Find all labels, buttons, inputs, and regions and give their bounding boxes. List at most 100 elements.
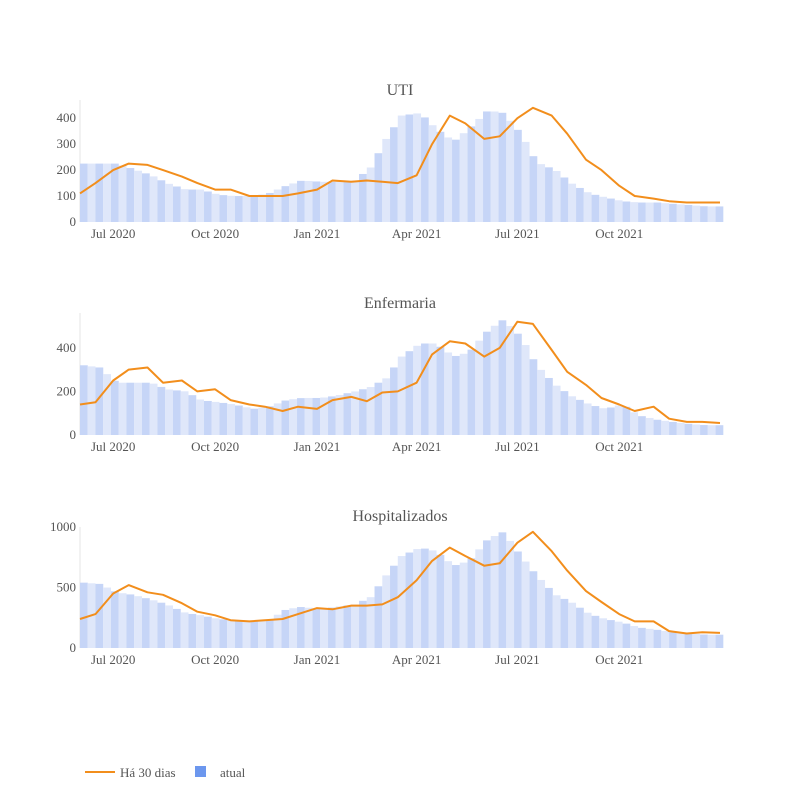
bar [219,402,228,435]
bar [622,623,631,648]
bar [304,607,313,648]
bar [676,632,685,648]
x-tick-label: Oct 2020 [191,226,239,241]
bar [498,532,507,648]
bar [630,202,639,222]
bar [118,593,127,648]
bar [359,389,367,435]
bar [560,598,569,648]
bar [258,620,267,648]
x-tick-label: Jan 2021 [294,226,341,241]
bar [87,366,96,435]
bar [126,382,135,435]
bar [235,196,243,222]
bar [521,141,530,222]
bar [669,203,677,222]
bar [498,320,507,435]
bar [359,173,367,222]
bar [165,183,174,222]
bar [289,399,298,435]
bar [436,346,445,435]
bar [87,163,96,222]
bar [607,198,615,222]
bar [405,552,414,648]
bar [289,183,298,222]
bar [545,377,553,435]
subplot-title: Enfermaria [364,295,436,312]
bar [157,180,166,222]
bar [514,333,522,435]
bar [335,181,344,222]
bar [188,189,197,222]
bar [297,607,305,648]
bar [374,586,383,648]
bar [459,562,468,648]
bar [80,163,88,222]
bar [529,571,538,648]
bar [204,191,212,222]
x-tick-label: Jul 2020 [91,226,135,241]
bar [444,352,453,435]
bar [614,405,623,435]
bar [95,583,104,648]
series-atual [80,320,724,435]
series-ha-30-dias-line [79,106,720,204]
y-tick-label: 300 [57,136,77,151]
bar [413,345,422,435]
bar [700,206,708,222]
bar [638,416,646,435]
bar [707,634,716,648]
bar [715,425,724,435]
bar [320,608,329,648]
bar [428,343,437,435]
bar [599,196,608,222]
bar [258,407,267,435]
bar [165,389,174,435]
bar [227,195,236,222]
bar [312,608,321,648]
bar [134,382,143,435]
bar [149,176,158,222]
bar [297,180,305,222]
bar [173,186,181,222]
bar [521,345,530,435]
bar [552,385,561,435]
bar [80,582,88,648]
bar [614,621,623,648]
bar [273,189,282,222]
y-tick-label: 100 [57,188,77,203]
bar [111,380,119,435]
bar [304,180,313,222]
bar [692,205,701,222]
bar [421,548,429,648]
bar [328,607,336,648]
bar [599,408,608,435]
bar [467,558,476,648]
subplot-0: UTI 0 100 200 300 400 Jul 2020 Oct 2020 Jan 2021… [57,82,724,241]
bar [188,613,197,648]
bar [227,404,236,435]
x-tick-label: Oct 2020 [191,439,239,454]
bar [514,551,522,648]
bar [211,193,220,222]
legend-square-swatch [195,766,206,777]
legend: Há 30 dias atual [85,765,246,780]
bar [281,609,290,648]
bar [428,125,437,222]
bar [576,399,584,435]
bar [421,343,429,435]
bar [529,359,538,435]
bar [211,401,220,435]
bar [180,391,189,435]
bar [397,115,406,222]
bar [266,406,274,435]
bar [599,618,608,648]
bar [374,153,383,222]
bar [258,194,267,222]
x-tick-label: Oct 2020 [191,652,239,667]
bar [669,632,677,648]
bar [211,618,220,648]
bar [273,614,282,648]
subplot-2: Hospitalizados 0 500 1000 Jul 2020 Oct 2020 Ja… [50,508,724,667]
bar [413,113,422,222]
